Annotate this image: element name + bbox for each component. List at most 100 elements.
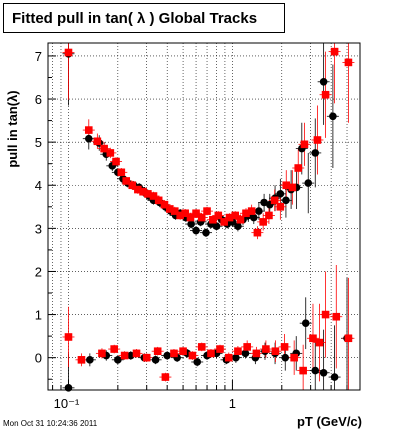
data-point [192,209,200,218]
data-point [86,356,94,364]
data-point [187,220,195,228]
data-point [220,218,228,226]
axes: 0 1 2 3 4 5 6 7 10⁻¹ 1 [35,49,361,411]
data-point [160,200,169,209]
data-point [186,213,195,222]
data-point [122,177,131,185]
data-point [207,349,215,358]
data-point [329,112,337,121]
chart-title: Fitted pull in tan( λ ) Global Tracks [12,10,258,27]
y-tick-label: 3 [35,221,42,236]
data-point [282,181,291,190]
y-tick-label: 7 [35,49,42,64]
data-point [225,213,234,222]
data-point [265,211,273,220]
y-tick-label: 1 [35,308,42,323]
data-point [319,77,328,86]
data-point [132,349,141,358]
data-point [252,349,261,358]
y-tick-label: 6 [35,92,42,107]
data-point [216,345,224,353]
data-point [321,90,330,99]
data-point [255,207,263,215]
data-point [181,209,189,218]
data-point [231,211,240,220]
data-point [120,351,129,360]
data-point [128,181,137,190]
y-tick-label: 4 [35,178,42,193]
title-box: Fitted pull in tan( λ ) Global Tracks [3,3,285,33]
data-point [282,196,290,205]
data-point [344,334,353,343]
data-point [197,343,206,351]
data-point [301,319,310,327]
data-point [134,185,142,194]
data-point [64,333,73,341]
data-point [154,196,163,205]
data-point [247,207,256,215]
data-point [202,228,210,237]
data-point [249,213,258,222]
data-point [290,353,298,362]
data-point [253,228,262,237]
data-point [309,334,317,343]
data-point [77,356,86,364]
data-point [139,187,147,196]
data-point [193,358,202,366]
data-point [153,347,162,356]
data-point [311,149,320,157]
data-point [330,373,339,381]
data-point [170,207,179,215]
data-point [259,218,267,226]
data-point [234,347,242,356]
data-point [234,222,242,230]
data-point [281,353,290,362]
data-point [100,144,108,153]
timestamp: Mon Oct 31 10:24:36 2011 [3,419,98,428]
data-point [197,213,206,222]
data-point [176,211,184,220]
data-point [241,349,250,358]
data-point [271,347,280,356]
data-point [276,190,285,198]
y-tick-label: 5 [35,135,42,150]
x-axis-label: pT (GeV/c) [297,414,362,429]
x-tick-label: 10⁻¹ [54,396,80,411]
data-point [236,215,245,224]
data-point [112,157,120,166]
data-point [270,196,279,205]
data-point [332,312,341,321]
data-point [321,310,330,319]
data-point [110,345,118,353]
data-point [311,366,320,375]
y-tick-label: 0 [35,351,42,366]
data-point [144,190,152,198]
data-point [203,207,211,215]
data-point [98,349,106,358]
data-point [214,211,223,220]
data-point [330,47,339,56]
data-point [276,203,285,211]
data-point [93,137,102,146]
data-point [242,209,250,218]
data-point [304,179,313,187]
data-point [64,48,73,57]
data-point [188,351,197,360]
data-point [161,373,170,381]
data-point [300,140,309,149]
data-point [114,356,122,364]
y-axis-label: pull in tan(λ) [5,90,20,167]
data-point [212,222,221,230]
data-point [166,205,174,213]
data-point [192,226,200,235]
plot-frame [47,42,361,391]
data-point [315,338,324,347]
data-point [163,351,171,360]
markers [64,47,353,392]
data-point [179,347,187,356]
data-point [313,136,322,144]
data-point [224,353,233,362]
data-point [117,168,126,177]
data-point [299,366,307,375]
